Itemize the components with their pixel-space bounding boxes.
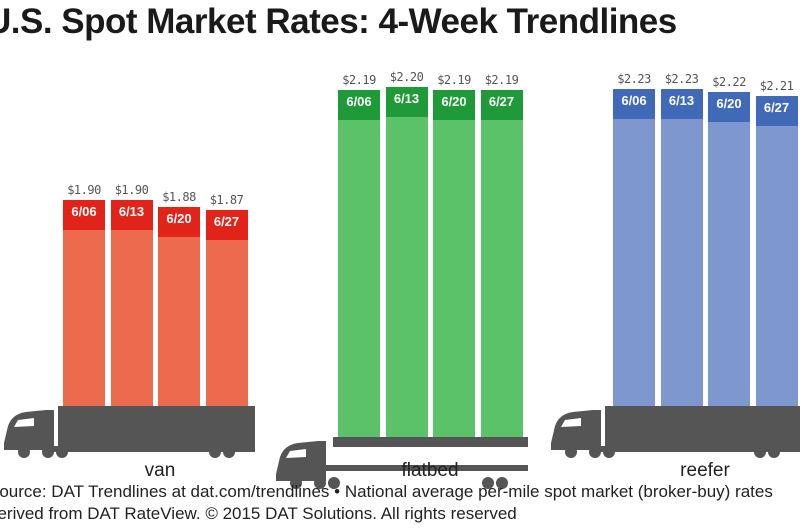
van-price-label: $1.87: [209, 192, 244, 207]
reefer-week-label: 6/06: [613, 89, 655, 119]
van-trailer: [58, 406, 255, 452]
reefer-price-label: $2.23: [617, 72, 651, 86]
flatbed-week-label: 6/06: [338, 90, 380, 120]
footer-source: Source: DAT Trendlines at dat.com/trendl…: [0, 482, 773, 501]
reefer-price-label: $2.22: [712, 75, 746, 90]
van-week-label: 6/13: [110, 200, 153, 230]
reefer-price-label: $2.23: [664, 72, 699, 86]
footer-copyright: derived from DAT RateView. © 2015 DAT So…: [0, 504, 517, 523]
reefer-bar-3: 6/20: [708, 92, 750, 406]
flatbed-price-label: $2.19: [342, 73, 376, 87]
van-week-label: 6/06: [63, 200, 105, 230]
flatbed-price-label: $2.19: [437, 73, 471, 87]
flatbed-category-label: flatbed: [401, 460, 459, 481]
van-week-label: 6/20: [158, 206, 200, 237]
van-price-label: $1.90: [67, 183, 101, 197]
van-truck-cab-icon: [4, 410, 255, 458]
van-bar-3: 6/20: [158, 206, 200, 406]
flatbed-bar-3: 6/20: [433, 90, 475, 437]
flatbed-trailer: [333, 437, 528, 447]
reefer-trailer: [605, 406, 800, 452]
flatbed-bar-4: 6/27: [480, 90, 523, 437]
flatbed-week-label: 6/20: [433, 90, 475, 120]
van-bar-1: 6/06: [63, 200, 105, 406]
reefer-category-label: reefer: [680, 460, 730, 481]
flatbed-truck-cab-icon: [276, 441, 528, 489]
flatbed-week-label: 6/27: [480, 90, 523, 120]
chart-title: U.S. Spot Market Rates: 4-Week Trendline…: [0, 2, 677, 41]
van-price-label: $1.90: [114, 183, 149, 197]
flatbed-price-label: $2.19: [484, 73, 519, 87]
reefer-week-label: 6/27: [755, 95, 798, 126]
reefer-price-label: $2.21: [759, 78, 794, 93]
reefer-bar-2: 6/13: [660, 89, 703, 406]
van-price-label: $1.88: [162, 189, 196, 204]
van-category-label: van: [144, 460, 176, 481]
flatbed-bar-1: 6/06: [338, 90, 380, 437]
reefer-bar-1: 6/06: [613, 89, 655, 406]
flatbed-price-label: $2.20: [389, 69, 424, 84]
reefer-bar-4: 6/27: [755, 95, 798, 406]
van-bar-2: 6/13: [110, 200, 153, 406]
reefer-week-label: 6/20: [708, 92, 750, 123]
reefer-week-label: 6/13: [660, 89, 703, 119]
flatbed-bar-2: 6/13: [385, 86, 428, 437]
flatbed-week-label: 6/13: [385, 86, 428, 117]
van-bar-4: 6/27: [205, 209, 248, 406]
reefer-truck-cab-icon: [551, 410, 800, 458]
van-week-label: 6/27: [205, 209, 248, 240]
